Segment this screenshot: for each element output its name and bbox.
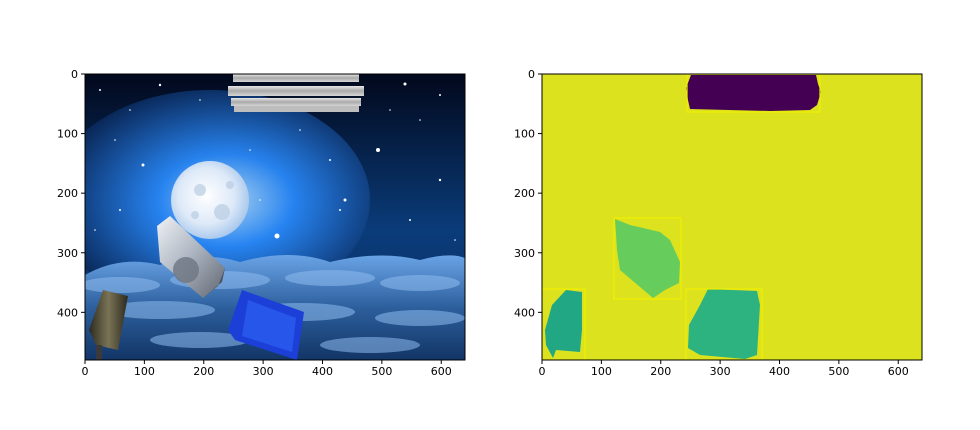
left-xtick-label: 500 <box>371 365 392 378</box>
right-xtick-label: 200 <box>650 365 671 378</box>
bounding-boxes <box>542 74 821 360</box>
left-xtick-label: 400 <box>312 365 333 378</box>
right-xtick-label: 300 <box>710 365 731 378</box>
left-ytick-label: 100 <box>57 128 78 141</box>
segmentation-mask <box>542 74 922 360</box>
right-ytick-label: 400 <box>514 306 535 319</box>
right-xtick-label: 600 <box>888 365 909 378</box>
mask-bottom-left-region <box>545 290 582 358</box>
left-xtick-label: 300 <box>253 365 274 378</box>
left-xtick-label: 100 <box>134 365 155 378</box>
left-xtick-label: 600 <box>431 365 452 378</box>
left-ytick-label: 200 <box>57 187 78 200</box>
right-xtick-label: 400 <box>769 365 790 378</box>
right-tick-group: 0 100 200 300 400 500 600 0 100 200 300 400 <box>514 68 909 378</box>
right-xtick-label: 0 <box>539 365 546 378</box>
blue-bin <box>228 290 304 360</box>
bbox-top <box>686 74 821 113</box>
moon <box>171 161 249 239</box>
right-xtick-label: 100 <box>591 365 612 378</box>
left-image-panel: 0 100 200 300 400 500 600 0 100 200 300 400 <box>57 68 466 378</box>
left-ytick-label: 0 <box>71 68 78 81</box>
bbox-middle <box>613 217 682 300</box>
left-xtick-label: 200 <box>193 365 214 378</box>
left-ytick-label: 300 <box>57 247 78 260</box>
right-ytick-label: 0 <box>528 68 535 81</box>
right-axes-frame <box>541 73 923 361</box>
left-tick-group: 0 100 200 300 400 500 600 0 100 200 300 400 <box>57 68 452 378</box>
mask-bottom-center-region <box>688 289 760 359</box>
right-ytick-label: 200 <box>514 187 535 200</box>
mask-middle-region <box>615 219 680 298</box>
metal-bracket <box>157 216 225 298</box>
mask-top-region <box>686 75 821 111</box>
bbox-bottom-center <box>685 288 763 360</box>
bbox-bottom-left <box>542 288 586 360</box>
right-ytick-label: 100 <box>514 128 535 141</box>
right-ytick-label: 300 <box>514 247 535 260</box>
night-sky-photo <box>85 74 465 360</box>
left-axes-frame <box>84 73 466 361</box>
dark-bolt <box>89 290 128 360</box>
aluminum-rail <box>228 74 364 112</box>
cloud-highlights <box>85 270 465 353</box>
stars <box>94 82 456 241</box>
right-xtick-label: 500 <box>828 365 849 378</box>
right-mask-panel: 0 100 200 300 400 500 600 0 100 200 300 400 <box>514 68 923 378</box>
left-xtick-label: 0 <box>82 365 89 378</box>
left-ytick-label: 400 <box>57 306 78 319</box>
